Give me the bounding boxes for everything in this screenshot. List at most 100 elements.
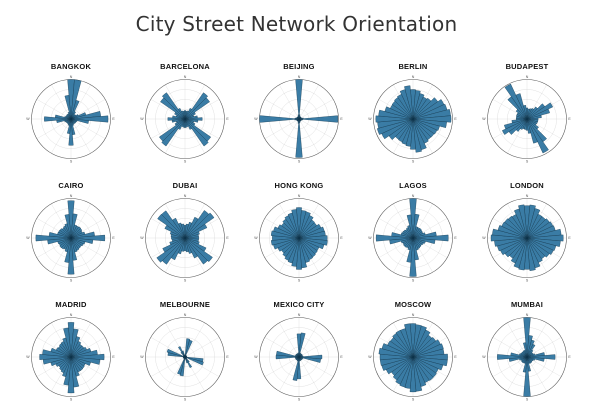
polar-histogram: N S E W <box>254 313 343 402</box>
orientation-bar <box>178 222 186 239</box>
orientation-bar <box>412 115 452 123</box>
direction-label: E <box>340 236 343 240</box>
grid-spoke <box>264 337 300 358</box>
orientation-bar <box>156 237 186 263</box>
grid-spoke <box>184 322 205 358</box>
rose-chart-barcelona: BARCELONA N S E W <box>128 56 242 175</box>
outer-circle <box>259 317 339 397</box>
orientation-bar <box>184 356 193 368</box>
rose-chart-berlin: BERLIN N S E W <box>356 56 470 175</box>
orientation-bar <box>282 237 300 258</box>
orientation-bar <box>70 234 106 242</box>
direction-label: E <box>454 117 457 121</box>
orientation-bar <box>525 118 529 131</box>
orientation-bar <box>182 110 186 120</box>
orientation-bar <box>295 79 303 120</box>
orientation-bar <box>526 343 536 358</box>
direction-label: N <box>526 313 529 317</box>
orientation-bar <box>497 225 528 239</box>
orientation-bar <box>291 209 300 239</box>
polar-histogram: N S E W <box>254 75 343 164</box>
orientation-bar <box>526 108 550 120</box>
orientation-bar <box>70 115 109 123</box>
orientation-bar <box>59 228 72 239</box>
direction-label: W <box>482 117 486 121</box>
direction-label: N <box>70 75 73 79</box>
direction-label: S <box>526 160 529 164</box>
rose-chart-madrid: MADRID N S E W <box>14 294 128 413</box>
direction-label: E <box>568 355 571 359</box>
orientation-bar <box>161 210 186 239</box>
orientation-bar <box>518 204 528 239</box>
orientation-bar <box>297 352 300 358</box>
direction-label: W <box>254 355 258 359</box>
orientation-bar <box>167 117 186 121</box>
grid-spoke <box>298 99 334 120</box>
direction-label: S <box>70 398 73 402</box>
orientation-bar <box>184 237 189 253</box>
orientation-bar <box>398 118 414 143</box>
polar-histogram: N S E W <box>368 194 457 283</box>
orientation-bar <box>526 356 532 364</box>
direction-label: W <box>26 117 30 121</box>
orientation-bar <box>270 237 300 246</box>
orientation-bar <box>406 214 414 239</box>
orientation-bar <box>526 208 541 239</box>
outer-circle <box>145 198 225 278</box>
grid-spoke <box>298 84 319 120</box>
orientation-bar <box>184 237 198 259</box>
orientation-bar <box>184 112 196 120</box>
grid-spoke <box>298 356 334 377</box>
orientation-bar <box>63 327 72 358</box>
rose-chart-beijing: BEIJING N S E W <box>242 56 356 175</box>
orientation-bar <box>64 95 72 120</box>
orientation-bar <box>412 343 444 358</box>
orientation-bar <box>273 226 300 239</box>
direction-label: N <box>70 194 73 198</box>
direction-label: S <box>526 279 529 283</box>
direction-label: E <box>226 355 229 359</box>
rose-chart-lagos: LAGOS N S E W <box>356 175 470 294</box>
direction-label: W <box>26 236 30 240</box>
direction-label: E <box>340 355 343 359</box>
grid-spoke <box>51 84 72 120</box>
orientation-bar <box>403 237 414 247</box>
grid-spoke <box>279 356 300 392</box>
rose-chart-mexico-city: MEXICO CITY N S E W <box>242 294 356 413</box>
orientation-bar <box>70 228 83 239</box>
orientation-bar <box>276 350 300 358</box>
grid-spoke <box>165 356 186 392</box>
orientation-bar <box>412 329 431 358</box>
orientation-bar <box>526 118 538 144</box>
orientation-bar <box>511 118 528 124</box>
orientation-bar <box>296 207 302 239</box>
orientation-bar <box>521 356 528 363</box>
direction-label: S <box>412 160 415 164</box>
grid-spoke <box>298 118 334 139</box>
orientation-bar <box>490 234 528 242</box>
orientation-bar <box>184 110 186 120</box>
orientation-bar <box>181 110 186 120</box>
grid-spoke <box>279 84 300 120</box>
grid-spoke <box>264 118 300 139</box>
city-name: MUMBAI <box>510 300 544 309</box>
direction-label: S <box>412 398 415 402</box>
orientation-bar <box>412 118 440 131</box>
orientation-bar <box>504 83 528 120</box>
city-name: BERLIN <box>398 62 428 71</box>
orientation-bar <box>298 215 314 239</box>
direction-label: S <box>412 279 415 283</box>
outer-circle <box>145 79 225 159</box>
orientation-bar <box>375 234 414 242</box>
direction-label: N <box>184 75 187 79</box>
orientation-bar <box>523 105 528 120</box>
orientation-bar <box>526 234 564 242</box>
orientation-bar <box>412 325 427 358</box>
polar-histogram: N S E W <box>140 194 229 283</box>
orientation-bar <box>35 234 72 242</box>
direction-label: E <box>112 117 115 121</box>
direction-label: W <box>368 355 372 359</box>
orientation-bar <box>526 118 531 134</box>
orientation-bar <box>526 237 550 258</box>
polar-histogram: N S E W <box>140 313 229 402</box>
